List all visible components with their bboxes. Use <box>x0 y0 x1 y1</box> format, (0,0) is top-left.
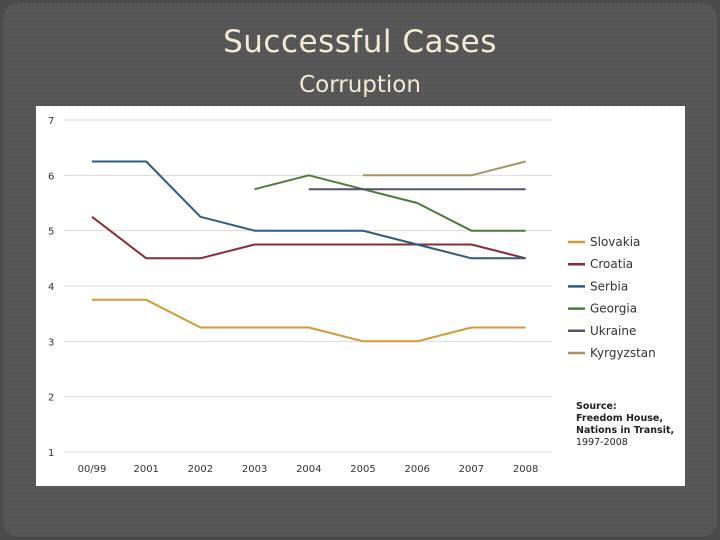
legend-item-kyrgyzstan: Kyrgyzstan <box>568 346 656 360</box>
legend-label: Croatia <box>590 257 633 271</box>
y-tick-label: 3 <box>48 337 54 348</box>
slide-title: Successful Cases <box>223 24 497 60</box>
source-line-2: Freedom House, <box>576 413 663 424</box>
legend-label: Ukraine <box>590 324 636 338</box>
legend-item-georgia: Georgia <box>568 302 637 316</box>
source-note: Source: Freedom House, Nations in Transi… <box>576 401 686 449</box>
source-line-3: Nations in Transit, <box>576 425 675 436</box>
y-tick-label: 7 <box>48 116 54 127</box>
legend-label: Georgia <box>590 302 637 316</box>
series-line-kyrgyzstan <box>363 160 526 177</box>
x-tick-label: 2007 <box>459 464 484 475</box>
source-line-1: Source: <box>576 401 617 412</box>
series-lines <box>91 160 526 343</box>
axis-ticks: 1 2 3 4 5 6 7 00/99 2001 2002 2003 2004 2005 2006 2007… <box>48 116 538 475</box>
legend-item-croatia: Croatia <box>568 257 633 271</box>
x-tick-label: 2004 <box>296 464 321 475</box>
legend-label: Slovakia <box>590 235 640 249</box>
source-line-4: 1997-2008 <box>576 437 628 448</box>
legend-item-ukraine: Ukraine <box>568 324 636 338</box>
legend: Slovakia Croatia Serbia Georgia Ukraine Kyrgy… <box>568 235 656 360</box>
series-line-croatia <box>91 216 526 260</box>
x-tick-label: 00/99 <box>78 464 107 475</box>
gridlines <box>64 119 552 453</box>
y-tick-label: 4 <box>48 282 54 293</box>
x-tick-label: 2005 <box>350 464 375 475</box>
chart-panel <box>36 106 685 486</box>
series-line-slovakia <box>92 298 526 343</box>
series-line-serbia <box>92 160 526 260</box>
slide-subtitle: Corruption <box>299 72 421 98</box>
legend-item-serbia: Serbia <box>568 279 628 293</box>
y-tick-label: 1 <box>48 448 54 459</box>
legend-item-slovakia: Slovakia <box>568 235 640 249</box>
x-tick-label: 2002 <box>188 464 213 475</box>
x-tick-label: 2001 <box>133 464 158 475</box>
series-line-georgia <box>254 174 526 232</box>
y-tick-label: 5 <box>48 227 54 238</box>
legend-label: Serbia <box>590 279 628 293</box>
legend-label: Kyrgyzstan <box>590 346 656 360</box>
x-tick-label: 2008 <box>513 464 538 475</box>
x-tick-label: 2003 <box>242 464 267 475</box>
x-tick-label: 2006 <box>404 464 429 475</box>
y-tick-label: 2 <box>48 393 54 404</box>
y-tick-label: 6 <box>48 171 54 182</box>
